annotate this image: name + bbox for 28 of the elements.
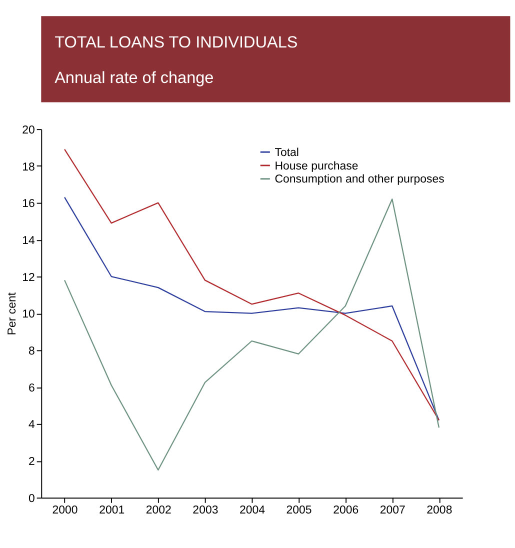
- y-tick-label: 14: [22, 234, 36, 247]
- y-tick-label: 20: [22, 124, 35, 136]
- chart-subtitle: Annual rate of change: [54, 69, 214, 88]
- line-series: [64, 198, 440, 471]
- y-tick-label: 12: [22, 272, 35, 284]
- x-tick-label: 2006: [333, 504, 359, 516]
- x-tick-label: 2001: [99, 504, 125, 516]
- y-tick-label: 10: [22, 308, 35, 321]
- legend-label: Total: [274, 146, 299, 159]
- x-tick-label: 2008: [426, 504, 452, 516]
- legend-label: Consumption and other purposes: [274, 174, 445, 186]
- y-tick-label: 6: [28, 382, 35, 394]
- y-tick-label: 8: [28, 346, 35, 358]
- y-tick-label: 16: [22, 198, 35, 210]
- x-tick-label: 2005: [286, 504, 312, 516]
- y-axis-title: Per cent: [6, 292, 18, 336]
- y-tick-label: 18: [22, 161, 35, 174]
- y-tick-label: 2: [28, 456, 35, 468]
- x-tick-label: 2004: [239, 504, 266, 516]
- x-tick-label: 2000: [52, 504, 78, 516]
- legend-label: House purchase: [274, 160, 358, 172]
- chart-title: TOTAL LOANS TO INDIVIDUALS: [54, 34, 298, 52]
- line-series: [64, 196, 440, 421]
- y-tick-label: 4: [28, 419, 36, 432]
- y-tick-label: 0: [28, 492, 35, 505]
- x-tick-label: 2007: [380, 504, 406, 516]
- x-tick-label: 2002: [146, 504, 172, 516]
- x-tick-label: 2003: [192, 504, 218, 516]
